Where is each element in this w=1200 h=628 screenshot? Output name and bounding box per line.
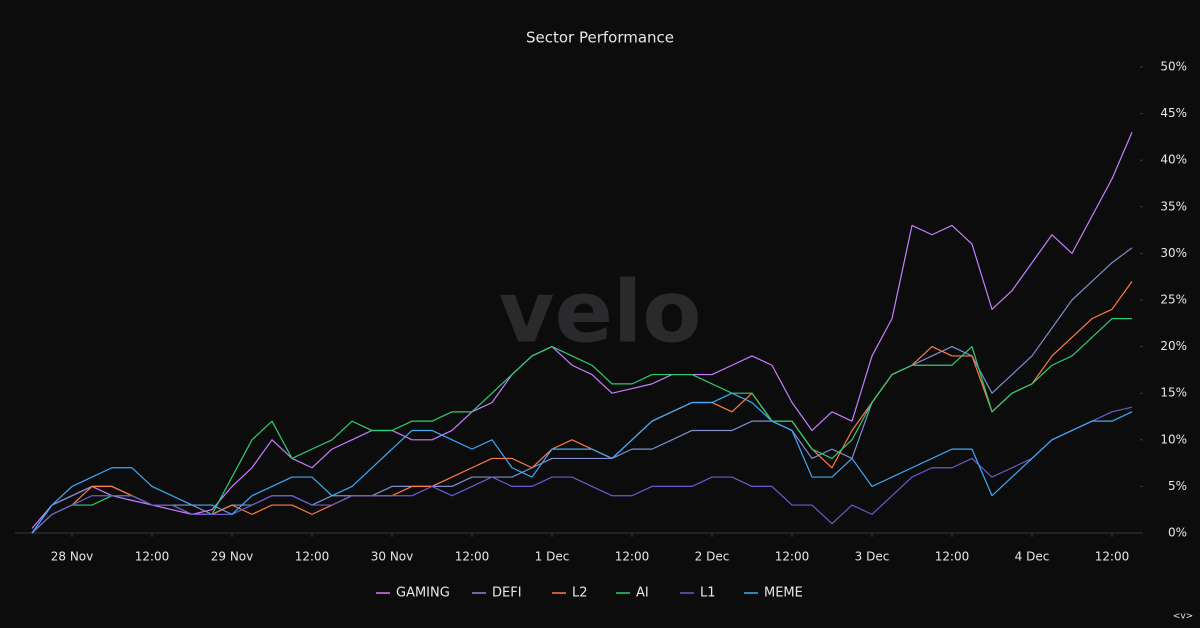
- series-line: [31, 392, 1133, 534]
- x-tick-label: 28 Nov: [51, 550, 94, 564]
- y-tick-label: 25%: [1160, 293, 1187, 307]
- x-tick-label: 2 Dec: [695, 550, 730, 564]
- series-line: [31, 406, 1133, 534]
- x-tick-label: 4 Dec: [1015, 550, 1050, 564]
- legend-label[interactable]: MEME: [764, 586, 803, 601]
- corner-label: <v>: [1173, 612, 1193, 622]
- x-tick-label: 3 Dec: [855, 550, 890, 564]
- x-tick-label: 12:00: [935, 550, 970, 564]
- y-tick-label: 5%: [1168, 479, 1187, 493]
- x-tick-label: 12:00: [775, 550, 810, 564]
- y-tick-label: 35%: [1160, 199, 1187, 213]
- x-tick-label: 12:00: [615, 550, 650, 564]
- x-tick-label: 29 Nov: [211, 550, 254, 564]
- legend-label[interactable]: L1: [700, 586, 716, 601]
- y-tick-label: 15%: [1160, 386, 1187, 400]
- y-tick-label: 30%: [1160, 246, 1187, 260]
- y-tick-label: 0%: [1168, 526, 1187, 540]
- x-tick-label: 12:00: [1095, 550, 1130, 564]
- series-line: [31, 281, 1133, 534]
- x-tick-label: 12:00: [295, 550, 330, 564]
- legend-label[interactable]: GAMING: [396, 586, 450, 601]
- watermark: velo: [499, 262, 702, 362]
- x-tick-label: 12:00: [135, 550, 170, 564]
- x-tick-label: 30 Nov: [371, 550, 414, 564]
- y-tick-label: 10%: [1160, 432, 1187, 446]
- legend-label[interactable]: L2: [572, 586, 588, 601]
- y-tick-label: 20%: [1160, 339, 1187, 353]
- x-tick-label: 12:00: [455, 550, 490, 564]
- legend-label[interactable]: DEFI: [492, 586, 522, 601]
- series-line: [31, 132, 1133, 529]
- legend-label[interactable]: AI: [636, 586, 649, 601]
- y-tick-label: 40%: [1160, 153, 1187, 167]
- chart-title: Sector Performance: [526, 29, 674, 47]
- series-line: [31, 318, 1132, 534]
- y-tick-label: 45%: [1160, 106, 1187, 120]
- y-tick-label: 50%: [1160, 60, 1187, 74]
- x-tick-label: 1 Dec: [535, 550, 570, 564]
